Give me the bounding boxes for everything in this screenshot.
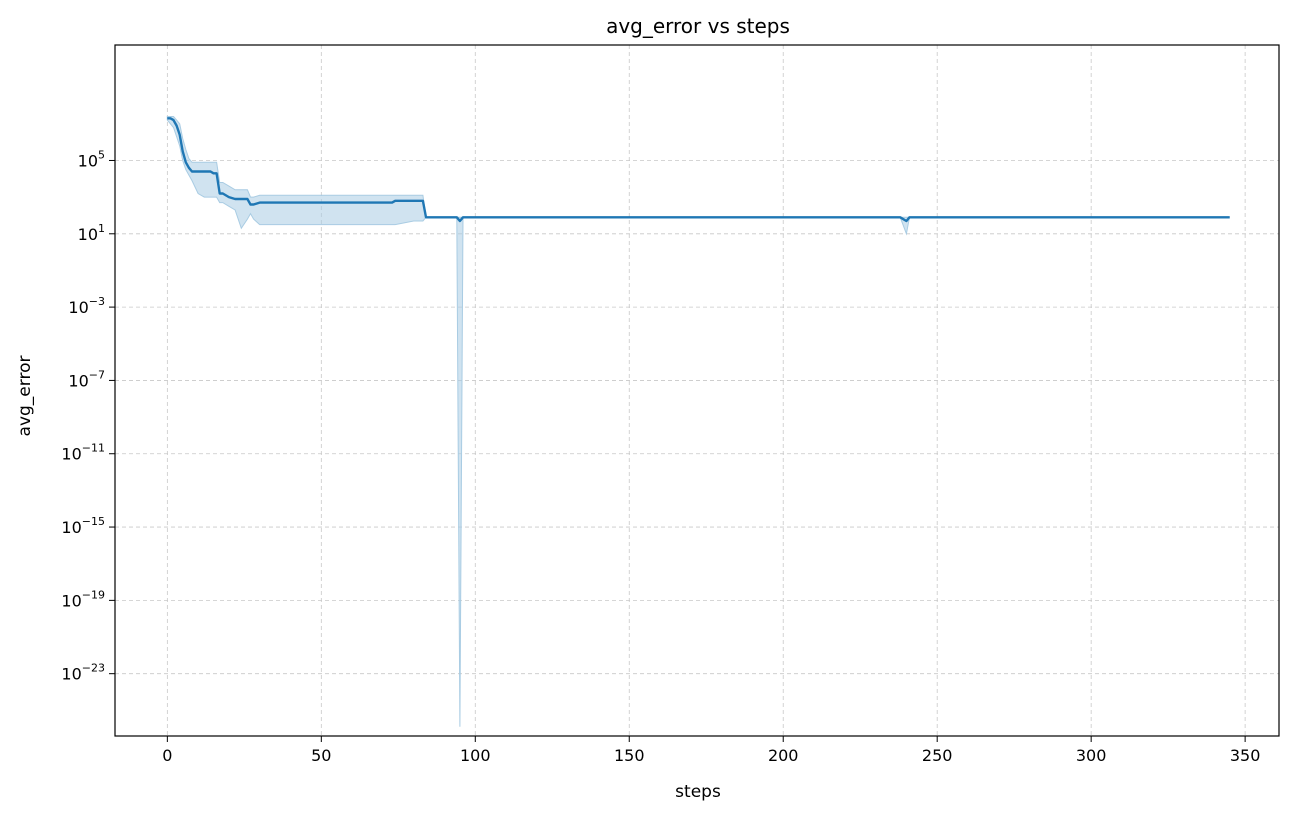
y-tick-label: 10−11 <box>61 442 105 464</box>
error-band <box>166 116 1230 727</box>
grid <box>115 45 1279 736</box>
avg-error-line <box>167 117 1230 223</box>
x-tick-label: 250 <box>922 746 953 765</box>
y-tick-label: 10−19 <box>61 588 105 610</box>
y-axis-ticks: 105 101 10−3 10−7 10−11 10−15 10−19 10−23 <box>61 148 115 684</box>
x-axis-label: steps <box>675 782 721 802</box>
x-axis-ticks: 0 50 100 150 200 250 300 350 <box>162 736 1260 765</box>
confidence-band <box>166 116 1230 727</box>
y-tick-label: 10−15 <box>61 515 105 537</box>
y-tick-label: 10−23 <box>61 662 105 684</box>
x-tick-label: 150 <box>614 746 645 765</box>
y-tick-label: 10−7 <box>68 368 105 390</box>
plot-frame <box>114 44 1280 737</box>
x-tick-label: 0 <box>162 746 172 765</box>
x-tick-label: 50 <box>311 746 331 765</box>
chart-title: avg_error vs steps <box>606 14 790 38</box>
x-tick-label: 100 <box>460 746 491 765</box>
y-axis-label: avg_error <box>15 356 35 437</box>
series-line <box>167 117 1230 223</box>
y-tick-label: 10−3 <box>68 295 105 317</box>
x-tick-label: 300 <box>1076 746 1107 765</box>
x-tick-label: 350 <box>1230 746 1261 765</box>
y-tick-label: 101 <box>78 222 105 244</box>
x-tick-label: 200 <box>768 746 799 765</box>
y-tick-label: 105 <box>78 148 105 170</box>
